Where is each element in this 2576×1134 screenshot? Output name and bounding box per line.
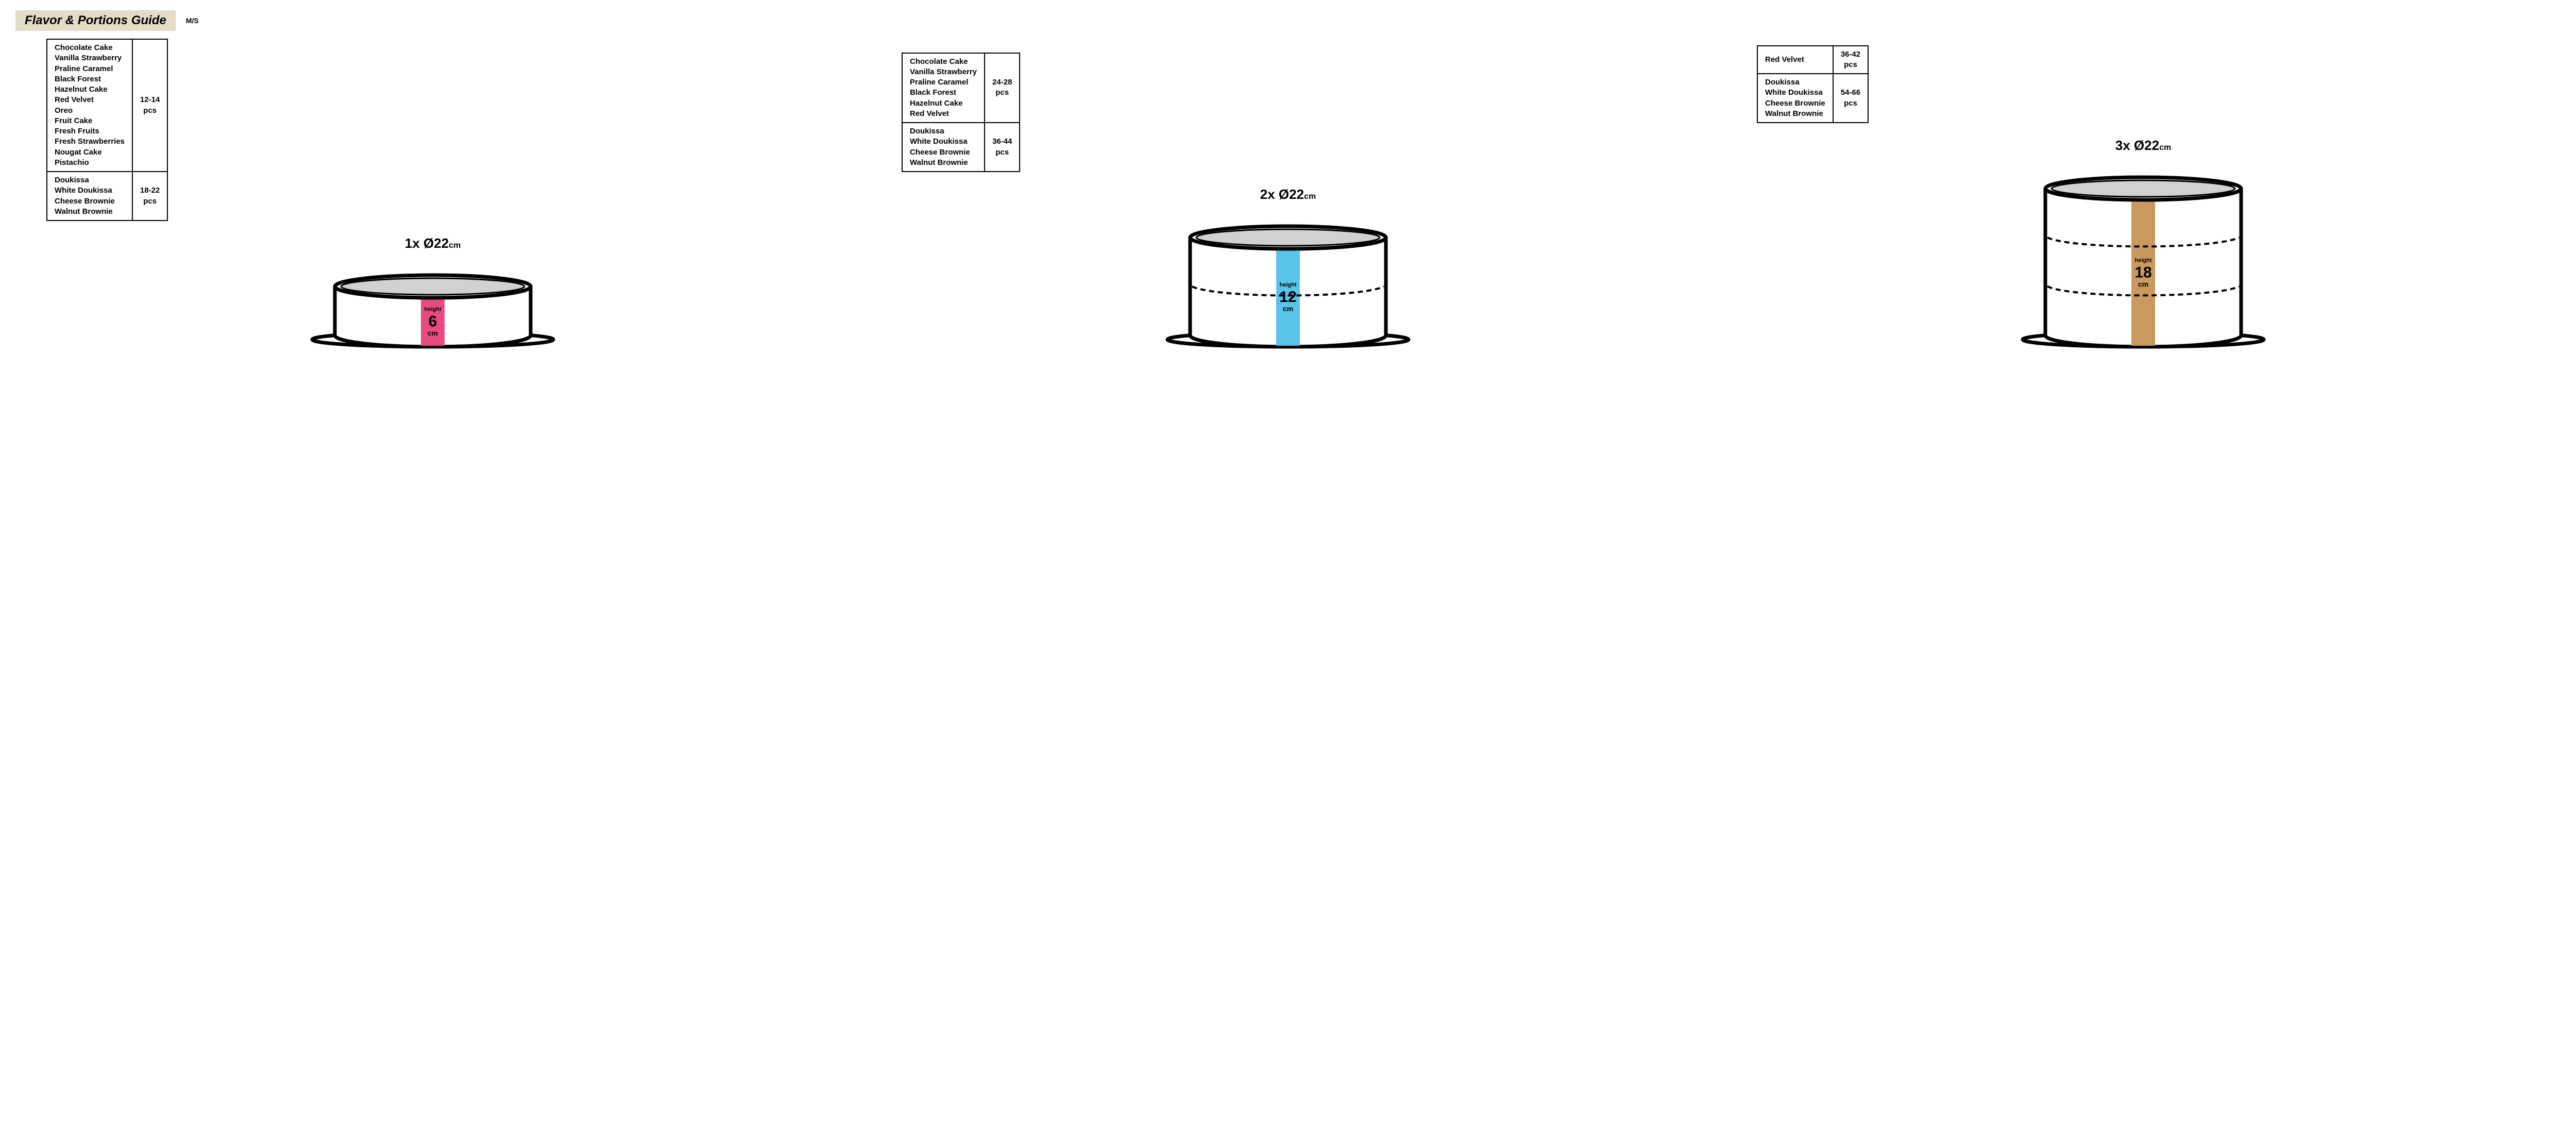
flavor-list: Red Velvet	[1757, 46, 1833, 74]
svg-text:12: 12	[1279, 289, 1296, 306]
size-label: 3x Ø22cm	[2115, 138, 2171, 154]
size-label: 1x Ø22cm	[405, 235, 461, 251]
flavor-list: DoukissaWhite DoukissaCheese BrownieWaln…	[47, 172, 132, 221]
cake-illustration: height12cm	[1164, 207, 1412, 352]
portion-count: 12-14pcs	[132, 39, 167, 172]
svg-text:height: height	[2135, 258, 2152, 264]
cake-column: Red Velvet36-42pcsDoukissaWhite Doukissa…	[1726, 45, 2561, 352]
flavor-list: DoukissaWhite DoukissaCheese BrownieWaln…	[1757, 74, 1833, 123]
svg-text:cm: cm	[1283, 304, 1293, 313]
portion-count: 54-66pcs	[1833, 74, 1868, 123]
flavor-list: Chocolate CakeVanilla StrawberryPraline …	[47, 39, 132, 172]
flavor-list: Chocolate CakeVanilla StrawberryPraline …	[902, 53, 985, 123]
cake-column: Chocolate CakeVanilla StrawberryPraline …	[871, 53, 1705, 352]
flavor-list: DoukissaWhite DoukissaCheese BrownieWaln…	[902, 123, 985, 172]
portion-count: 36-42pcs	[1833, 46, 1868, 74]
cake-illustration: height18cm	[2020, 158, 2267, 352]
portion-count: 24-28pcs	[985, 53, 1020, 123]
page-subtitle: M/S	[186, 16, 199, 25]
cake-wrap: height6cm	[15, 256, 850, 352]
svg-text:height: height	[1280, 282, 1297, 288]
flavor-table: Chocolate CakeVanilla StrawberryPraline …	[46, 39, 168, 221]
flavor-table: Chocolate CakeVanilla StrawberryPraline …	[902, 53, 1020, 173]
svg-text:18: 18	[2134, 264, 2151, 281]
portion-count: 18-22pcs	[132, 172, 167, 221]
svg-text:cm: cm	[2138, 280, 2148, 289]
cake-wrap: height18cm	[1726, 158, 2561, 352]
svg-text:cm: cm	[428, 329, 438, 337]
columns-container: Chocolate CakeVanilla StrawberryPraline …	[15, 39, 2561, 352]
header: Flavor & Portions Guide M/S	[15, 10, 2561, 31]
svg-text:6: 6	[429, 313, 437, 330]
cake-wrap: height12cm	[871, 207, 1705, 352]
size-label: 2x Ø22cm	[1260, 187, 1316, 202]
flavor-table: Red Velvet36-42pcsDoukissaWhite Doukissa…	[1757, 45, 1869, 124]
svg-text:height: height	[425, 307, 442, 313]
cake-column: Chocolate CakeVanilla StrawberryPraline …	[15, 39, 850, 352]
page-title: Flavor & Portions Guide	[15, 10, 176, 31]
cake-illustration: height6cm	[309, 256, 556, 352]
portion-count: 36-44pcs	[985, 123, 1020, 172]
